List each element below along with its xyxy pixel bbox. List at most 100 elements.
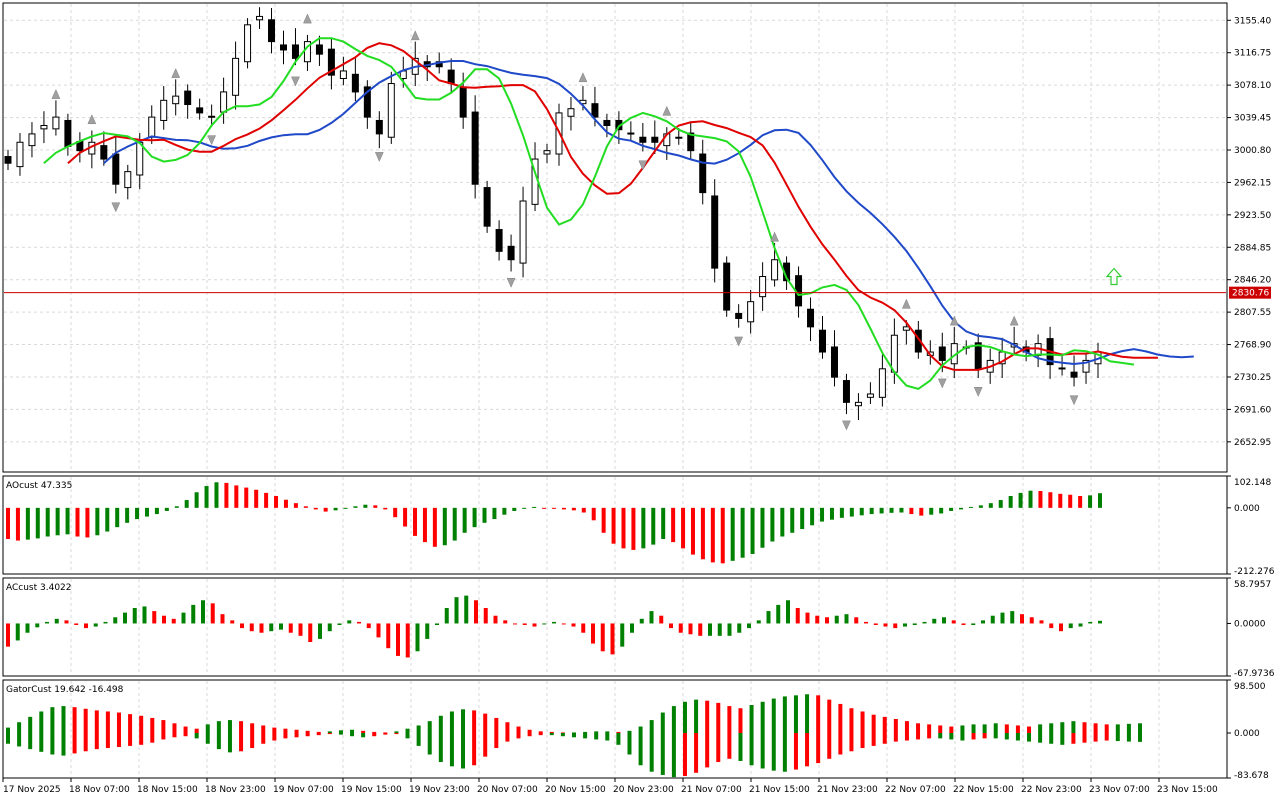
gator-histogram-lower-bar [39,732,44,752]
ac-histogram-bar [708,623,712,636]
ac-histogram-bar [513,623,517,625]
gator-histogram-lower-bar [982,732,987,739]
gator-histogram-upper-bar [361,730,366,733]
gator-histogram-upper-bar [305,730,310,733]
ac-histogram-bar [795,607,800,624]
ao-histogram-bar [224,482,229,508]
gator-histogram-upper-bar [760,701,765,733]
ac-histogram-bar [64,620,69,624]
ac-histogram-bar [35,623,40,628]
ao-histogram-bar [1048,492,1053,508]
gator-histogram-lower-bar [727,732,732,759]
candle [387,83,395,138]
candle [651,136,659,143]
gator-histogram-lower-bar [993,732,998,739]
gator-histogram-upper-bar [372,731,377,733]
gator-histogram-upper-bar [949,726,954,733]
ao-histogram-bar [939,507,944,514]
indicator-axis-label: 98.500 [1234,682,1266,692]
gator-histogram-lower-bar [172,732,177,738]
gator-histogram-lower-bar [227,732,232,753]
ao-histogram-bar [889,507,894,513]
gator-histogram-upper-bar [671,706,676,733]
candle [375,119,383,135]
gator-histogram-upper-bar [505,722,510,733]
gator-histogram-lower-bar [461,732,466,769]
candle [878,368,886,398]
ao-histogram-bar [25,507,30,540]
gator-histogram-upper-bar [716,702,721,733]
gator-histogram-lower-bar [6,732,10,744]
ao-histogram-bar [532,506,537,508]
ac-histogram-bar [581,623,586,633]
gator-histogram-upper-bar [1060,722,1065,733]
ao-histogram-bar [174,506,179,508]
ac-histogram-bar [571,623,576,627]
candle [842,380,850,403]
ac-histogram-bar [1088,621,1093,624]
ao-histogram-bar [422,507,427,543]
gator-histogram-lower-bar [1138,732,1142,742]
gator-histogram-lower-bar [427,732,432,755]
gator-histogram-upper-bar [1015,725,1020,733]
ao-histogram-bar [790,507,795,533]
gator-histogram-lower-bar [649,732,654,772]
ao-histogram-bar [313,507,318,510]
ao-histogram-bar [651,507,656,545]
ac-histogram-bar [503,620,508,624]
gator-histogram-upper-bar [705,700,710,733]
ao-histogram-bar [55,507,60,536]
gator-histogram-upper-bar [838,703,843,733]
ac-histogram-bar [1020,614,1024,624]
gator-histogram-lower-bar [350,732,355,737]
gator-histogram-upper-bar [139,715,144,733]
gator-histogram-upper-bar [50,707,55,733]
ao-histogram-bar [720,507,725,564]
gator-histogram-lower-bar [305,732,310,737]
gator-histogram-upper-bar [1104,724,1109,733]
ao-histogram-bar [929,507,934,515]
price-axis-label: 2962.15 [1234,178,1271,188]
ac-histogram-bar [766,611,771,624]
ao-histogram-bar [780,507,785,537]
gator-histogram-lower-bar [1015,732,1020,741]
ao-histogram-bar [690,507,695,555]
ao-histogram-bar [899,507,904,513]
gator-histogram-upper-bar [250,723,255,733]
ac-histogram-bar [337,623,342,625]
candle [279,44,287,51]
gator-histogram-upper-bar [239,721,244,733]
gator-histogram-upper-bar [183,726,188,733]
gator-histogram-lower-bar [716,732,721,763]
ao-histogram-bar [502,507,507,515]
ao-histogram-bar [105,507,110,532]
gator-histogram-lower-bar [960,732,965,741]
gator-histogram-upper-bar [116,712,121,733]
time-axis-label: 18 Nov 15:00 [137,785,198,795]
time-axis-label: 22 Nov 23:00 [1021,785,1082,795]
ac-histogram-bar [366,623,371,629]
ao-histogram-bar [254,489,259,508]
ac-histogram-bar [727,623,732,636]
gator-histogram-upper-bar [94,710,99,733]
candle [974,342,982,370]
ao-histogram-bar [810,507,815,526]
candle [819,329,827,353]
ac-histogram-bar [425,623,430,639]
gator-histogram-upper-bar [572,732,576,734]
candle [327,48,335,76]
ac-histogram-bar [883,623,888,627]
ac-histogram-bar [961,623,966,625]
gator-histogram-lower-bar [161,732,166,740]
ao-histogram-title: AOcust 47.335 [6,481,72,491]
ao-histogram-bar [621,507,626,549]
ac-histogram-bar [1068,623,1073,629]
gator-histogram-upper-bar [1004,724,1009,733]
candle [747,301,755,323]
ac-histogram-bar [1029,617,1034,624]
ac-histogram-bar [357,621,361,624]
candle [184,90,192,106]
gator-histogram-lower-bar [1071,732,1076,744]
